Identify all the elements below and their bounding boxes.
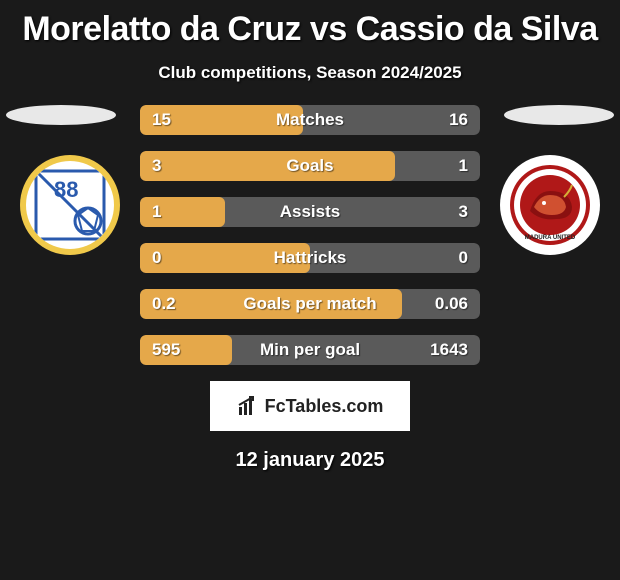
stat-label: Goals: [140, 151, 480, 181]
right-team-badge-inner: MADURA UNITED: [506, 161, 594, 249]
stat-right-value: 0.06: [435, 289, 468, 319]
right-badge-label: MADURA UNITED: [525, 235, 576, 241]
stat-row: 3Goals1: [140, 151, 480, 181]
brand-text: FcTables.com: [265, 396, 384, 417]
brand-bars-icon: [237, 395, 259, 417]
stat-right-value: 16: [449, 105, 468, 135]
stat-row: 595Min per goal1643: [140, 335, 480, 365]
left-badge-number: 88: [54, 177, 78, 202]
subtitle: Club competitions, Season 2024/2025: [0, 63, 620, 83]
date-text: 12 january 2025: [0, 449, 620, 472]
stat-row: 0.2Goals per match0.06: [140, 289, 480, 319]
stat-row: 0Hattricks0: [140, 243, 480, 273]
stat-label: Matches: [140, 105, 480, 135]
right-team-badge: MADURA UNITED: [500, 155, 600, 255]
stat-right-value: 1643: [430, 335, 468, 365]
left-team-crest-icon: 88: [26, 161, 114, 249]
brand-badge: FcTables.com: [210, 381, 410, 431]
left-player-ellipse: [6, 105, 116, 125]
comparison-panel: 88 MADURA UNITED 15Matches163Goals11Assi…: [0, 105, 620, 365]
stat-right-value: 3: [459, 197, 468, 227]
right-player-ellipse: [504, 105, 614, 125]
left-team-badge-inner: 88: [26, 161, 114, 249]
stat-right-value: 1: [459, 151, 468, 181]
stat-label: Goals per match: [140, 289, 480, 319]
stat-right-value: 0: [459, 243, 468, 273]
stat-label: Min per goal: [140, 335, 480, 365]
stat-label: Assists: [140, 197, 480, 227]
left-team-badge: 88: [20, 155, 120, 255]
page-title: Morelatto da Cruz vs Cassio da Silva: [0, 0, 620, 49]
stat-row: 1Assists3: [140, 197, 480, 227]
stat-label: Hattricks: [140, 243, 480, 273]
stat-row: 15Matches16: [140, 105, 480, 135]
stat-bars: 15Matches163Goals11Assists30Hattricks00.…: [140, 105, 480, 365]
right-team-crest-icon: MADURA UNITED: [506, 161, 594, 249]
